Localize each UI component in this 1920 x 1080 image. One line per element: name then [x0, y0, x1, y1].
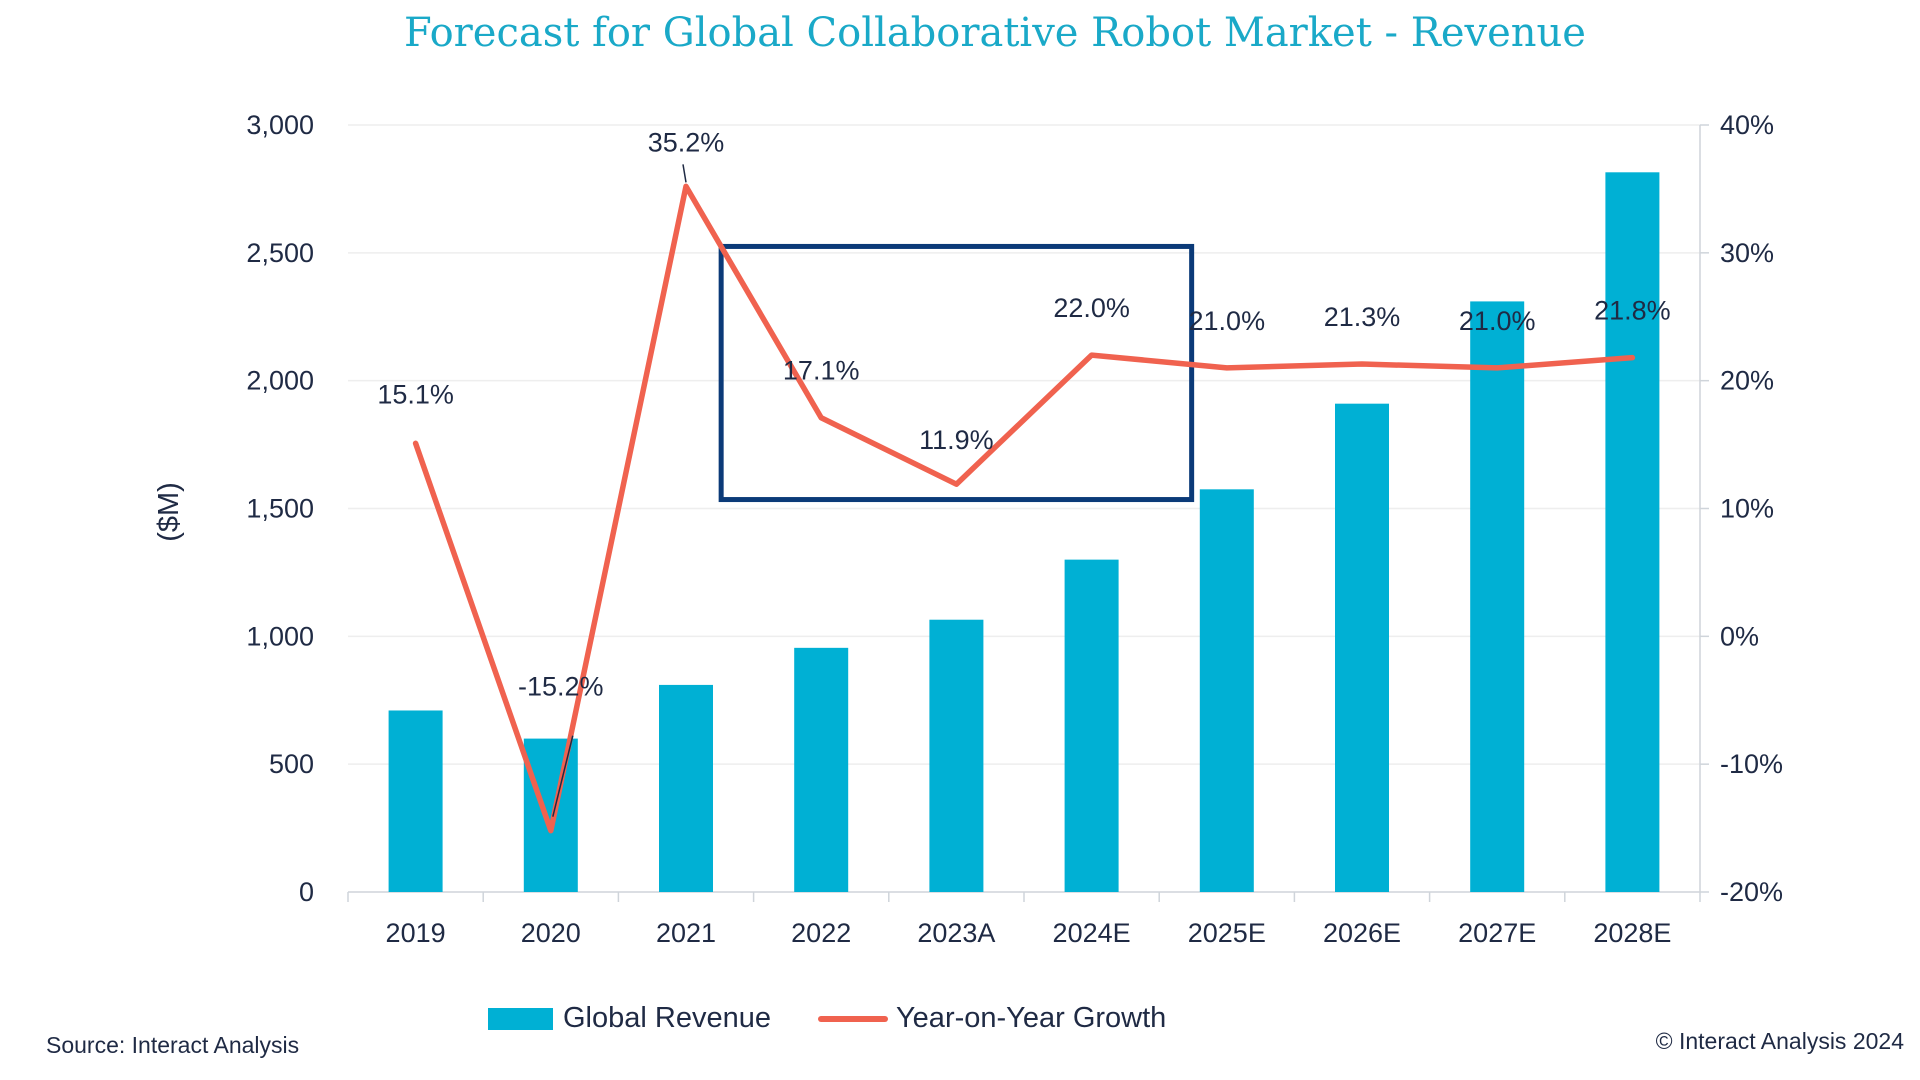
y2-tick-label: 0% [1720, 621, 1759, 651]
revenue-bar [1470, 301, 1525, 892]
x-tick-label: 2028E [1593, 918, 1671, 948]
revenue-bar [388, 710, 443, 892]
revenue-bar [929, 619, 984, 892]
highlight-box-layer [718, 243, 1195, 503]
y2-tick-label: 20% [1720, 366, 1774, 396]
x-tick-label: 2022 [791, 918, 851, 948]
growth-data-label: -15.2% [518, 672, 604, 702]
leader-line [552, 735, 574, 817]
data-labels: 15.1% -15.2% 35.2% 17.1% 11.9% 22.0% 21.0% 21.3… [377, 127, 1671, 817]
y-tick-label: 2,000 [246, 366, 314, 396]
legend-line-swatch [818, 1015, 888, 1022]
y-axis-label: ($M) [153, 482, 185, 542]
growth-data-label: 21.8% [1594, 296, 1671, 326]
legend-item-revenue: Global Revenue [488, 1002, 771, 1035]
x-tick-label: 2021 [656, 918, 716, 948]
growth-data-label: 35.2% [648, 127, 725, 157]
growth-data-label: 11.9% [919, 425, 994, 455]
bar-series [388, 172, 1660, 892]
revenue-bar [1605, 172, 1660, 892]
y-tick-label: 3,000 [246, 110, 314, 140]
growth-data-label: 21.3% [1324, 302, 1401, 332]
x-tick-label: 2023A [917, 918, 995, 948]
legend-label-revenue: Global Revenue [563, 1002, 771, 1034]
revenue-bar [523, 738, 578, 892]
source-note: Source: Interact Analysis [46, 1032, 300, 1058]
x-tick-label: 2020 [521, 918, 581, 948]
y2-tick-label: 10% [1720, 494, 1774, 524]
y-tick-label: 1,000 [246, 621, 314, 651]
revenue-bar [794, 647, 849, 892]
legend-label-growth: Year-on-Year Growth [896, 1002, 1167, 1034]
x-tick-label: 2026E [1323, 918, 1401, 948]
legend-bar-swatch [488, 1007, 553, 1030]
line-series [412, 183, 1636, 834]
revenue-bar [1335, 403, 1389, 892]
y-tick-label: 0 [299, 877, 314, 907]
y-tick-label: 1,500 [246, 494, 314, 524]
y2-tick-label: -20% [1720, 877, 1783, 907]
revenue-bar [659, 684, 713, 892]
highlight-box [718, 243, 1195, 503]
axes: 0 500 1,000 1,500 2,000 2,500 3,000 -20% -10% 0% 1… [246, 110, 1783, 948]
x-tick-label: 2024E [1053, 918, 1131, 948]
revenue-bar [1199, 489, 1254, 892]
y2-tick-label: 30% [1720, 238, 1774, 268]
x-tick-label: 2025E [1188, 918, 1266, 948]
growth-data-label: 21.0% [1459, 306, 1536, 336]
y2-tick-label: -10% [1720, 749, 1783, 779]
y2-tick-label: 40% [1720, 110, 1774, 140]
y-tick-label: 2,500 [246, 238, 314, 268]
x-tick-label: 2019 [386, 918, 446, 948]
x-tick-label: 2027E [1458, 918, 1536, 948]
legend-item-growth: Year-on-Year Growth [818, 1002, 1166, 1035]
growth-data-label: 21.0% [1189, 306, 1266, 336]
growth-line [412, 183, 1636, 834]
revenue-bar [1064, 559, 1119, 892]
chart-title: Forecast for Global Collaborative Robot … [404, 10, 1586, 56]
growth-data-label: 15.1% [377, 379, 454, 409]
copyright-note: © Interact Analysis 2024 [1655, 1028, 1904, 1054]
growth-data-label: 22.0% [1053, 293, 1130, 323]
y-tick-label: 500 [269, 749, 314, 779]
growth-data-label: 17.1% [783, 356, 860, 386]
leader-line [682, 164, 687, 183]
